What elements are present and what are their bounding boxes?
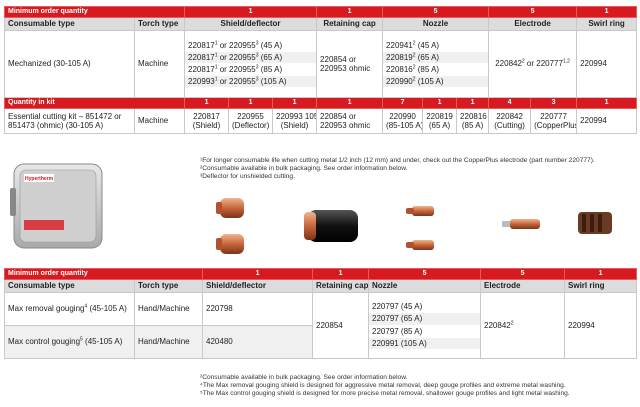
kit-qty: 3 — [530, 97, 578, 109]
kit-qty: 1 — [456, 97, 490, 109]
kit-case-image: Hypertherm — [8, 160, 108, 256]
mechanized-torch: Machine — [133, 30, 186, 98]
shield-image — [216, 198, 244, 218]
min-order-label: Minimum order quantity — [3, 268, 204, 280]
kit-cell: 220819 (65 A) — [422, 108, 458, 134]
kit-cell: 220955 (Deflector) — [228, 108, 274, 134]
kit-cell: 220854 or 220953 ohmic — [316, 108, 384, 134]
col-electrode: Electrode — [480, 279, 566, 293]
mechanized-consumables-table: Minimum order quantity 1 1 5 5 1 Consuma… — [3, 6, 638, 134]
col-shield: Shield/deflector — [184, 17, 318, 31]
swirl-ring-image — [578, 212, 612, 234]
kit-qty: 1 — [184, 97, 230, 109]
kit-cell: 220990 (85-105 A) — [382, 108, 424, 134]
col-nozzle: Nozzle — [368, 279, 482, 293]
nozzle-list: 2209412 (45 A) 2208192 (65 A) 2208162 (8… — [382, 30, 490, 98]
gouging-nozzle-list: 220797 (45 A) 220797 (65 A) 220797 (85 A… — [368, 292, 482, 359]
gouging-type: Max control gouging5 (45-105 A) — [4, 325, 135, 359]
shield-item: 2209931 or 2209553 (105 A) — [185, 76, 316, 89]
kit-qty: 1 — [422, 97, 458, 109]
footnotes-bottom: ²Consumable available in bulk packaging.… — [200, 374, 570, 399]
min-qty-swirl: 1 — [576, 6, 638, 18]
col-consumable-type: Consumable type — [4, 17, 135, 31]
nozzle-item: 2208192 (65 A) — [383, 51, 488, 64]
deflector-image — [216, 234, 244, 254]
kit-qty: 1 — [228, 97, 274, 109]
kit-qty: 1 — [316, 97, 384, 109]
kit-cell: 220817 (Shield) — [184, 108, 230, 134]
footnote: ²Consumable available in bulk packaging.… — [200, 165, 408, 173]
min-qty-cap: 1 — [312, 268, 370, 280]
gouging-torch: Hand/Machine — [133, 325, 204, 359]
footnote: ⁵The Max control gouging shield is desig… — [200, 390, 570, 398]
nozzle-item: 2209902 (105 A) — [383, 76, 488, 89]
nozzle-image — [406, 240, 434, 250]
gouging-shield: 220798 — [202, 292, 314, 326]
retaining-cap-value: 220854 or 220953 ohmic — [316, 30, 384, 98]
shield-item: 2208171 or 2209553 (45 A) — [185, 39, 316, 52]
shield-item: 2208171 or 2209553 (65 A) — [185, 51, 316, 64]
kit-qty: 7 — [382, 97, 424, 109]
kit-qty: 4 — [488, 97, 532, 109]
nozzle-image — [406, 206, 434, 216]
footnote: ⁴The Max removal gouging shield is desig… — [200, 382, 566, 390]
kit-qty-label: Quantity in kit — [3, 97, 186, 109]
min-qty-nozzle: 5 — [382, 6, 490, 18]
min-qty-electrode: 5 — [480, 268, 566, 280]
min-qty-shield: 1 — [184, 6, 318, 18]
gouging-electrode: 2208422 — [480, 292, 566, 359]
kit-cell: 220816 (85 A) — [456, 108, 490, 134]
nozzle-item: 2208162 (85 A) — [383, 64, 488, 77]
col-torch-type: Torch type — [133, 17, 186, 31]
electrode-image — [502, 219, 540, 229]
consumables-image-row — [190, 188, 630, 260]
electrode-value: 2208422 or 2207771,2 — [488, 30, 578, 98]
col-swirl-ring: Swirl ring — [564, 279, 638, 293]
gouging-type: Max removal gouging4 (45-105 A) — [4, 292, 135, 326]
kit-type: Essential cutting kit – 851472 or 851473… — [4, 108, 135, 134]
col-shield: Shield/deflector — [202, 279, 314, 293]
col-consumable-type: Consumable type — [4, 279, 135, 293]
col-nozzle: Nozzle — [382, 17, 490, 31]
retaining-cap-image — [304, 210, 358, 242]
min-qty-cap: 1 — [316, 6, 384, 18]
min-qty-electrode: 5 — [488, 6, 578, 18]
col-swirl-ring: Swirl ring — [576, 17, 638, 31]
swirl-ring-value: 220994 — [576, 30, 638, 98]
gouging-consumables-table: Minimum order quantity 1 1 5 5 1 Consuma… — [3, 268, 638, 359]
footnote: ¹For longer consumable life when cutting… — [200, 157, 595, 164]
kit-torch: Machine — [133, 108, 186, 134]
nozzle-item: 220797 (65 A) — [369, 313, 480, 326]
gouging-torch: Hand/Machine — [133, 292, 204, 326]
gouging-shield: 420480 — [202, 325, 314, 359]
kit-cell: 220842 (Cutting) — [488, 108, 532, 134]
col-electrode: Electrode — [488, 17, 578, 31]
mechanized-type: Mechanized (30-105 A) — [4, 30, 135, 98]
gouging-cap: 220854 — [312, 292, 370, 359]
shield-list: 2208171 or 2209553 (45 A) 2208171 or 220… — [184, 30, 318, 98]
min-order-label: Minimum order quantity — [3, 6, 186, 18]
col-retaining-cap: Retaining cap — [316, 17, 384, 31]
col-retaining-cap: Retaining cap — [312, 279, 370, 293]
footnotes-top: ¹For longer consumable life when cutting… — [200, 157, 595, 182]
nozzle-item: 220797 (85 A) — [369, 325, 480, 338]
kit-cell: 220777 (CopperPlus) — [530, 108, 578, 134]
gouging-swirl: 220994 — [564, 292, 638, 359]
svg-text:Hypertherm: Hypertherm — [25, 176, 54, 182]
min-qty-nozzle: 5 — [368, 268, 482, 280]
col-torch-type: Torch type — [133, 279, 204, 293]
footnote: ²Consumable available in bulk packaging.… — [200, 374, 408, 381]
kit-cell: 220994 — [576, 108, 638, 134]
shield-item: 2208171 or 2209553 (85 A) — [185, 64, 316, 77]
nozzle-item: 2209412 (45 A) — [383, 39, 488, 52]
kit-qty: 1 — [576, 97, 638, 109]
kit-qty: 1 — [272, 97, 318, 109]
kit-cell: 220993 105 A(Shield) — [272, 108, 318, 134]
min-qty-swirl: 1 — [564, 268, 638, 280]
nozzle-item: 220797 (45 A) — [369, 301, 480, 314]
nozzle-item: 220991 (105 A) — [369, 337, 480, 350]
footnote: ³Deflector for unshielded cutting. — [200, 173, 295, 181]
min-qty-shield: 1 — [202, 268, 314, 280]
